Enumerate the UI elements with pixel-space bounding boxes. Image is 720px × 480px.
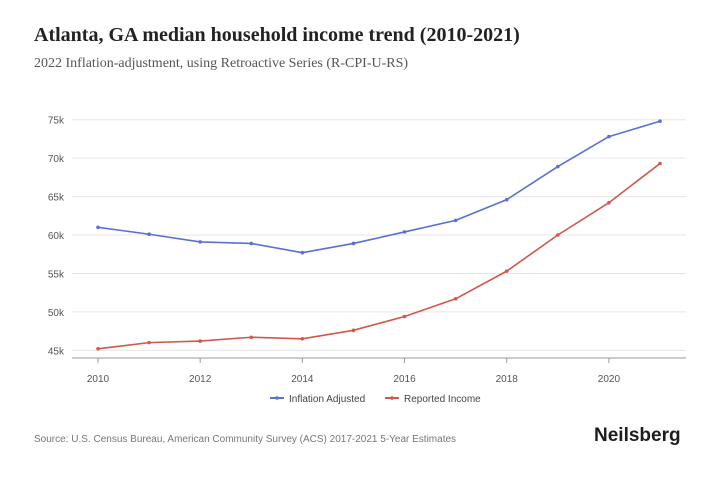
data-point (556, 233, 560, 237)
data-point (453, 297, 458, 301)
series-line-1 (97, 162, 661, 350)
data-point (198, 240, 202, 244)
data-point (96, 346, 100, 351)
data-point (453, 218, 458, 223)
y-tick-label: 55k (48, 269, 65, 280)
legend-marker (275, 396, 279, 400)
chart-title: Atlanta, GA median household income tren… (34, 24, 520, 46)
data-point (249, 241, 254, 246)
x-tick-label: 2018 (496, 374, 519, 385)
y-tick-label: 70k (48, 154, 65, 165)
chart-subtitle: 2022 Inflation-adjustment, using Retroac… (34, 56, 409, 71)
y-tick-label: 50k (48, 308, 65, 319)
y-tick-label: 60k (48, 231, 65, 242)
data-point (351, 241, 356, 246)
data-point (300, 250, 305, 255)
data-point (249, 335, 254, 340)
y-tick-label: 45k (48, 346, 65, 357)
data-point (351, 328, 356, 333)
data-point (402, 230, 407, 234)
data-point (300, 336, 305, 341)
data-point (96, 225, 100, 230)
y-tick-label: 65k (48, 193, 65, 204)
data-point (658, 119, 662, 124)
data-point (556, 164, 560, 169)
y-tick-label: 75k (48, 116, 65, 127)
brand-logo: Neilsberg (594, 425, 681, 446)
gridlines (72, 119, 686, 351)
data-point (147, 340, 151, 345)
data-point (402, 314, 407, 319)
x-tick-label: 2016 (393, 374, 416, 385)
axes: 45k 50k 55k 60k 65k 70k 75k 2010 2012 2014 2016 201… (48, 116, 686, 385)
x-tick-label: 2020 (598, 374, 621, 385)
legend-label: Inflation Adjusted (289, 394, 365, 405)
data-point (198, 339, 202, 343)
data-point (607, 200, 611, 205)
data-point (658, 161, 662, 166)
source-note: Source: U.S. Census Bureau, American Com… (34, 434, 457, 445)
data-point (607, 134, 611, 139)
x-tick-label: 2012 (189, 374, 212, 385)
x-tick-label: 2014 (291, 374, 314, 385)
legend-marker (390, 396, 394, 400)
data-point (504, 269, 509, 273)
x-tick-label: 2010 (87, 374, 110, 385)
legend: Inflation Adjusted Reported Income (270, 394, 481, 405)
data-point (147, 232, 151, 237)
line-chart: 45k 50k 55k 60k 65k 70k 75k 2010 2012 2014 2016 201… (48, 116, 686, 405)
series-line-0 (97, 120, 661, 254)
series-lines (96, 119, 662, 351)
data-point (504, 197, 509, 202)
legend-label: Reported Income (404, 394, 481, 405)
